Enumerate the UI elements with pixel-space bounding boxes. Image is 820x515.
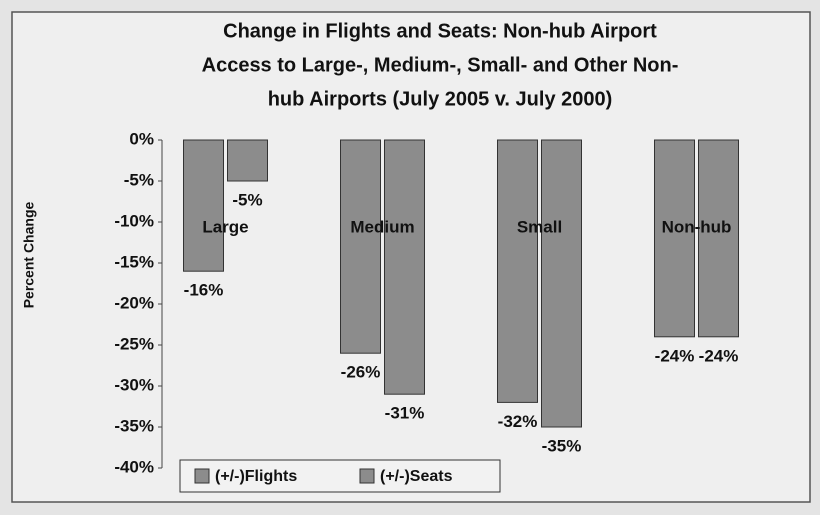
data-label: -32% xyxy=(498,412,538,431)
category-label: Small xyxy=(517,217,562,236)
y-tick-label: -40% xyxy=(114,457,154,476)
y-tick-label: -30% xyxy=(114,375,154,394)
bar xyxy=(340,139,381,354)
chart-title: Access to Large-, Medium-, Small- and Ot… xyxy=(202,54,679,76)
chart-title: Change in Flights and Seats: Non-hub Air… xyxy=(223,20,657,42)
data-label: -26% xyxy=(341,363,381,382)
data-label: -24% xyxy=(699,346,739,365)
y-tick-label: -5% xyxy=(124,170,154,189)
legend-swatch xyxy=(194,468,210,484)
y-tick-label: 0% xyxy=(129,129,154,148)
data-label: -16% xyxy=(184,281,224,300)
data-label: -31% xyxy=(385,404,425,423)
category-label: Large xyxy=(202,217,248,236)
bar xyxy=(541,139,582,428)
chart-title: hub Airports (July 2005 v. July 2000) xyxy=(268,88,613,110)
data-label: -35% xyxy=(542,436,582,455)
y-tick-label: -15% xyxy=(114,252,154,271)
bar xyxy=(654,139,695,338)
legend-label: (+/-)Seats xyxy=(380,468,453,485)
y-tick-label: -20% xyxy=(114,293,154,312)
legend-swatch xyxy=(359,468,375,484)
bar xyxy=(698,139,739,338)
y-axis-label: Percent Change xyxy=(21,201,37,308)
data-label: -5% xyxy=(232,190,262,209)
data-label: -24% xyxy=(655,346,695,365)
category-label: Non-hub xyxy=(662,217,732,236)
y-tick-label: -25% xyxy=(114,334,154,353)
y-tick-label: -35% xyxy=(114,416,154,435)
bar xyxy=(227,139,268,182)
bar xyxy=(497,139,538,403)
category-label: Medium xyxy=(350,217,414,236)
y-tick-label: -10% xyxy=(114,211,154,230)
bar xyxy=(183,139,224,272)
bar xyxy=(384,139,425,395)
legend-box xyxy=(179,459,501,493)
legend-label: (+/-)Flights xyxy=(215,468,297,485)
